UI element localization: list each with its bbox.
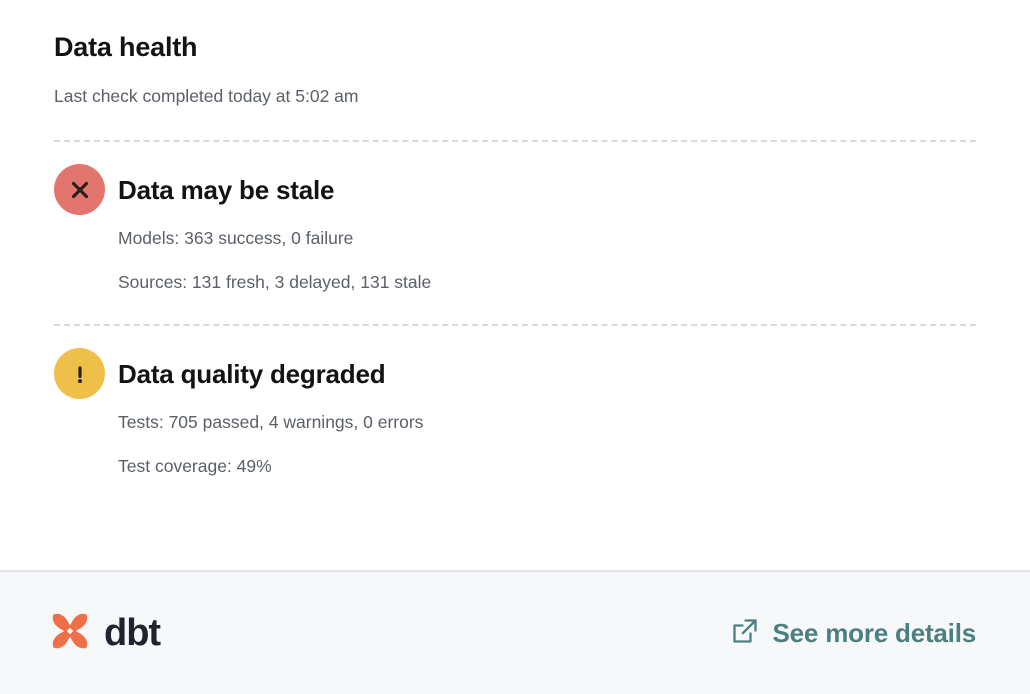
dbt-logo-icon (46, 607, 94, 660)
see-more-details-label: See more details (772, 618, 977, 648)
section-details-quality: Tests: 705 passed, 4 warnings, 0 errors … (54, 399, 976, 478)
divider-middle (54, 324, 976, 326)
dbt-brand: dbt (46, 607, 161, 660)
section-header-quality: Data quality degraded (54, 348, 976, 399)
see-more-details-link[interactable]: See more details (730, 616, 976, 651)
external-link-icon (730, 616, 760, 651)
detail-test-coverage: Test coverage: 49% (118, 456, 272, 476)
card-footer: dbt See more details (0, 570, 1030, 694)
section-header-stale: Data may be stale (54, 164, 976, 215)
section-data-quality: Data quality degraded Tests: 705 passed,… (54, 326, 976, 478)
section-data-stale: Data may be stale Models: 363 success, 0… (54, 142, 976, 294)
error-circle-x-icon (54, 164, 105, 215)
page-title: Data health (54, 32, 198, 62)
card-body: Data health Last check completed today a… (54, 32, 976, 478)
warning-circle-exclamation-icon (54, 348, 105, 399)
detail-tests: Tests: 705 passed, 4 warnings, 0 errors (118, 412, 424, 432)
section-title-quality: Data quality degraded (118, 358, 386, 389)
section-title-stale: Data may be stale (118, 174, 335, 205)
divider-top (54, 140, 976, 142)
dbt-wordmark: dbt (104, 612, 161, 654)
last-check-text: Last check completed today at 5:02 am (54, 86, 359, 106)
detail-models: Models: 363 success, 0 failure (118, 228, 354, 248)
detail-sources: Sources: 131 fresh, 3 delayed, 131 stale (118, 272, 432, 292)
section-details-stale: Models: 363 success, 0 failure Sources: … (54, 215, 976, 294)
